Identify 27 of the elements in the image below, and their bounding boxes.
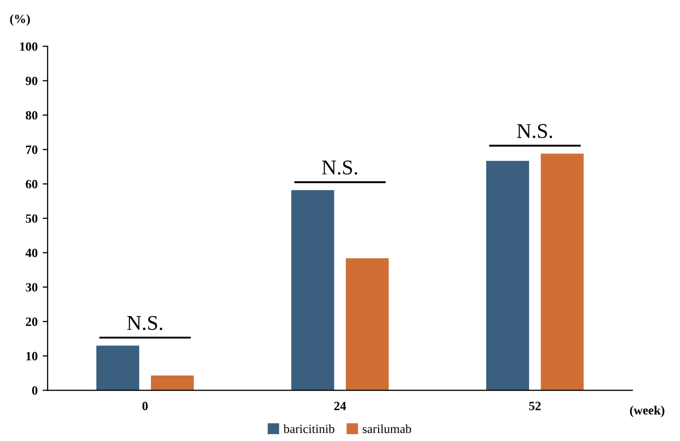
y-tick-label: 100: [20, 42, 38, 51]
y-axis-title: (%): [10, 14, 30, 26]
bar: [346, 258, 389, 390]
y-tick-label: 10: [26, 352, 38, 360]
annotation: N.S.: [517, 124, 552, 138]
bar: [540, 154, 584, 390]
bar: [150, 375, 194, 390]
legend-label: sarilumab: [362, 424, 412, 434]
y-tick-label: 0: [32, 386, 38, 395]
legend-label: baricitinib: [283, 424, 334, 434]
y-tick-label: 40: [26, 248, 38, 258]
bar: [96, 346, 140, 390]
y-tick-label: 30: [26, 283, 38, 292]
bar: [486, 160, 530, 390]
y-tick-label: 50: [26, 214, 38, 223]
y-tick-label: 20: [26, 318, 38, 326]
y-tick-label: 70: [26, 146, 38, 154]
bar: [291, 190, 334, 390]
x-tick-label: 24: [334, 402, 346, 410]
y-tick-label: 60: [26, 180, 38, 188]
y-tick-label: 80: [26, 111, 38, 120]
y-tick-label: 90: [26, 76, 38, 86]
annotation: N.S.: [322, 160, 358, 175]
annotation: N.S.: [127, 316, 162, 330]
x-axis-title: (week): [630, 406, 664, 418]
x-tick-label: 52: [529, 402, 541, 410]
x-tick-label: 0: [142, 402, 148, 410]
